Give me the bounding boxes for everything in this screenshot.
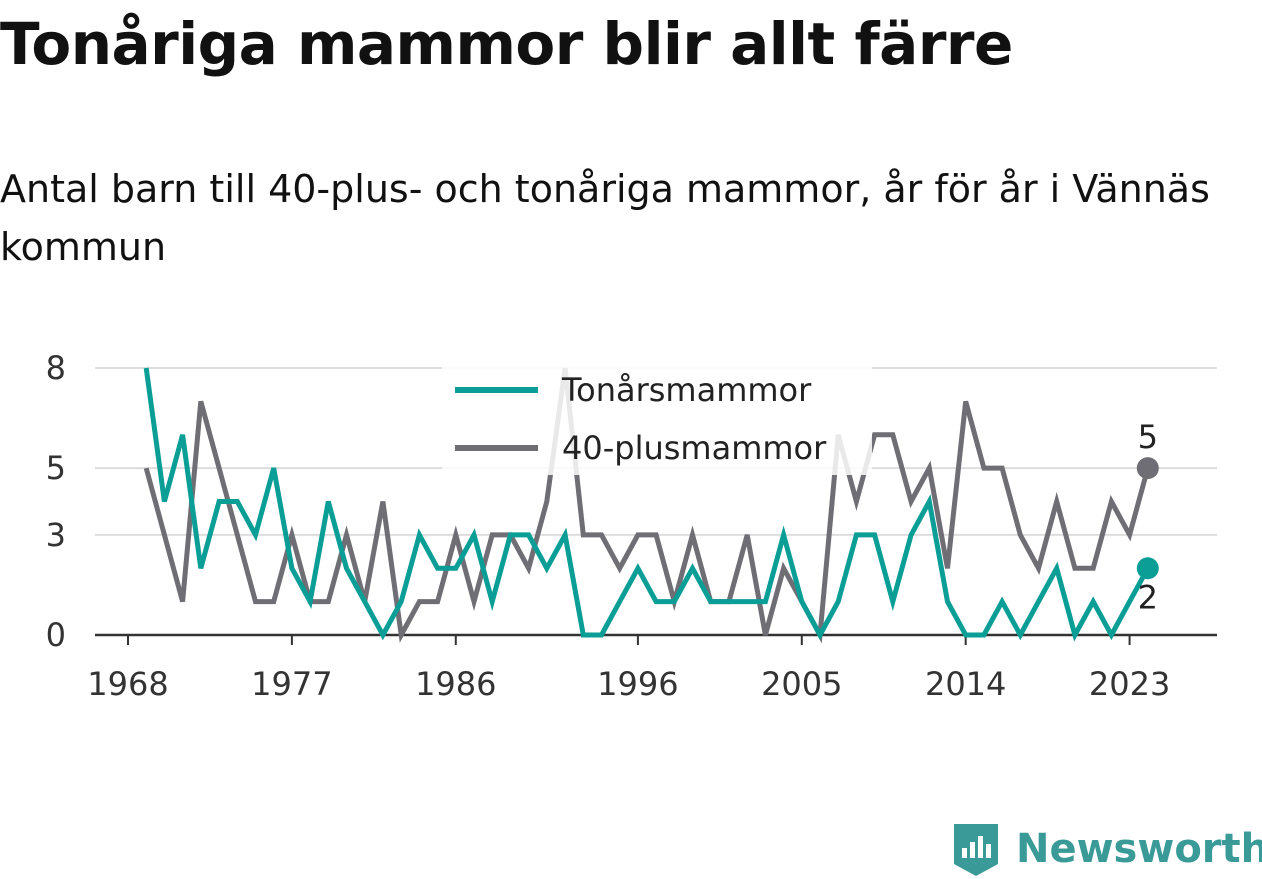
x-tick-label-2023: 2023 xyxy=(1089,665,1170,703)
y-tick-label-8: 8 xyxy=(46,349,66,387)
legend-background xyxy=(442,365,872,475)
legend-label-1: 40-plusmammor xyxy=(562,429,827,467)
end-marker-0 xyxy=(1136,557,1159,580)
end-markers: 25 xyxy=(1136,418,1159,616)
series-lines xyxy=(143,367,1151,644)
end-marker-1 xyxy=(1136,457,1159,480)
y-tick-label-3: 3 xyxy=(46,516,66,554)
newsworthy-logo-icon xyxy=(954,824,998,876)
x-tick-label-1996: 1996 xyxy=(597,665,678,703)
x-tick-labels: 1968 1977 1986 1996 2005 2014 2023 xyxy=(87,665,1170,703)
series-line-tonarsmammor xyxy=(143,367,1150,642)
x-axis xyxy=(95,633,1217,645)
x-tick-label-1977: 1977 xyxy=(251,665,332,703)
y-axis: 0 3 5 8 xyxy=(46,349,66,654)
legend-label-0: Tonårsmammor xyxy=(561,371,812,409)
end-value-label-1: 5 xyxy=(1138,418,1158,456)
brand-name: Newsworthy xyxy=(1016,826,1262,872)
x-tick-label-1968: 1968 xyxy=(87,665,168,703)
chart-subtitle: Antal barn till 40-plus- och tonåriga ma… xyxy=(0,167,1210,269)
series-line-40-plusmammor xyxy=(143,367,1151,644)
chart-title: Tonåriga mammor blir allt färre xyxy=(0,10,1013,78)
legend: Tonårsmammor 40-plusmammor xyxy=(442,365,872,475)
x-tick-label-2005: 2005 xyxy=(761,665,842,703)
x-tick-label-1986: 1986 xyxy=(415,665,496,703)
end-value-label-0: 2 xyxy=(1138,578,1158,616)
y-tick-label-5: 5 xyxy=(46,449,66,487)
y-tick-label-0: 0 xyxy=(46,616,66,654)
brand-logo: Newsworthy xyxy=(950,820,1262,878)
x-tick-label-2014: 2014 xyxy=(925,665,1006,703)
